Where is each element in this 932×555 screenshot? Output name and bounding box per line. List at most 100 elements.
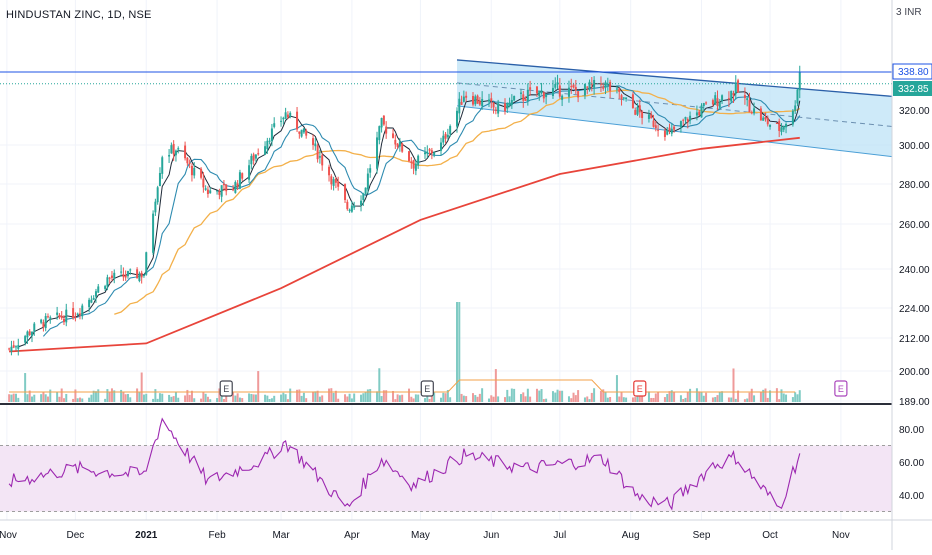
candle-body-171 bbox=[554, 83, 557, 88]
time-label-11: Oct bbox=[762, 530, 778, 541]
volume-bar-213 bbox=[686, 391, 689, 402]
candle-body-205 bbox=[663, 130, 666, 137]
volume-bar-137 bbox=[444, 393, 447, 402]
candle-body-238 bbox=[766, 118, 769, 125]
volume-bar-166 bbox=[538, 390, 541, 402]
descending-channel-fill[interactable] bbox=[457, 59, 892, 157]
chart-grid bbox=[0, 0, 892, 520]
candle-body-104 bbox=[337, 181, 340, 187]
candle-body-126 bbox=[410, 161, 413, 163]
volume-bar-138 bbox=[446, 389, 449, 402]
candle-body-173 bbox=[558, 85, 561, 97]
candle-body-60 bbox=[200, 168, 203, 178]
candle-body-106 bbox=[346, 201, 349, 210]
candle-body-164 bbox=[529, 87, 532, 90]
candle-body-228 bbox=[734, 82, 737, 94]
volume-bar-1 bbox=[10, 394, 13, 402]
candle-body-47 bbox=[156, 187, 159, 203]
volume-bar-244 bbox=[785, 394, 788, 402]
ma-50-line[interactable] bbox=[114, 89, 801, 315]
candle-body-132 bbox=[428, 149, 431, 151]
candle-body-243 bbox=[782, 126, 785, 130]
volume-bar-199 bbox=[641, 393, 644, 402]
candle-body-99 bbox=[321, 155, 324, 166]
candle-body-51 bbox=[170, 145, 173, 154]
candle-body-210 bbox=[679, 121, 682, 128]
prev-price-label: 332.85 bbox=[898, 84, 929, 95]
volume-bar-122 bbox=[396, 394, 399, 402]
candle-body-89 bbox=[289, 112, 292, 117]
volume-bar-207 bbox=[668, 391, 671, 402]
candle-body-192 bbox=[620, 95, 623, 99]
volume-bar-0 bbox=[8, 394, 11, 402]
candle-body-204 bbox=[657, 129, 660, 131]
volume-bar-218 bbox=[702, 395, 705, 402]
candle-body-87 bbox=[284, 112, 287, 119]
channel-upper-line[interactable] bbox=[456, 59, 893, 98]
volume-bar-94 bbox=[305, 398, 308, 402]
volume-bar-8 bbox=[30, 396, 33, 402]
candle-body-121 bbox=[394, 139, 397, 145]
candle-body-42 bbox=[140, 272, 143, 278]
candle-body-134 bbox=[433, 152, 436, 156]
volume-bar-110 bbox=[360, 394, 363, 402]
volume-bar-124 bbox=[401, 394, 404, 402]
volume-bar-53 bbox=[174, 392, 177, 402]
candle-body-125 bbox=[408, 151, 411, 161]
volume-bar-46 bbox=[154, 389, 157, 402]
candle-body-236 bbox=[762, 117, 765, 121]
volume-bar-220 bbox=[711, 397, 714, 402]
ma-200-line[interactable] bbox=[9, 136, 800, 353]
volume-bar-146 bbox=[474, 395, 477, 402]
candle-body-209 bbox=[673, 126, 676, 130]
volume-bar-109 bbox=[353, 393, 356, 402]
candle-body-231 bbox=[746, 98, 749, 101]
candle-body-122 bbox=[396, 143, 399, 147]
candle-body-37 bbox=[124, 275, 127, 278]
ma-10-line[interactable] bbox=[18, 83, 801, 348]
candle-body-162 bbox=[524, 99, 527, 101]
volume-bar-222 bbox=[716, 395, 719, 402]
earnings-marker-2[interactable] bbox=[633, 380, 647, 397]
candle-body-226 bbox=[730, 90, 733, 102]
earnings-marker-1[interactable] bbox=[420, 380, 434, 397]
candle-body-120 bbox=[392, 133, 395, 138]
ma-20-line[interactable] bbox=[42, 85, 801, 337]
candle-body-232 bbox=[748, 100, 751, 113]
candle-body-32 bbox=[108, 277, 111, 279]
currency-badge[interactable]: 3 INR bbox=[896, 7, 922, 18]
candle-body-163 bbox=[526, 89, 529, 102]
candle-body-64 bbox=[209, 190, 212, 194]
earnings-marker-3[interactable] bbox=[834, 380, 848, 397]
volume-bar-184 bbox=[593, 388, 596, 402]
volume-bar-142 bbox=[460, 393, 463, 402]
candle-body-111 bbox=[362, 193, 365, 201]
candle-body-150 bbox=[487, 99, 490, 102]
candle-body-216 bbox=[698, 111, 701, 116]
volume-bar-140 bbox=[456, 302, 459, 402]
time-label-3: Feb bbox=[208, 530, 226, 541]
candle-body-178 bbox=[574, 87, 577, 91]
price-tick-5: 260.00 bbox=[899, 220, 930, 231]
volume-bar-27 bbox=[92, 390, 95, 402]
rsi-line[interactable] bbox=[8, 417, 801, 511]
volume-bar-246 bbox=[794, 392, 797, 402]
candle-body-91 bbox=[298, 131, 301, 134]
candle-body-35 bbox=[120, 271, 123, 273]
volume-bar-215 bbox=[695, 388, 698, 402]
volume-bar-216 bbox=[698, 391, 701, 402]
candle-body-146 bbox=[474, 96, 477, 105]
volume-bar-128 bbox=[414, 394, 417, 402]
earnings-marker-0[interactable] bbox=[219, 380, 233, 397]
volume-bar-97 bbox=[316, 390, 319, 402]
volume-bar-68 bbox=[222, 398, 225, 402]
volume-bar-9 bbox=[33, 394, 36, 402]
candlestick-series[interactable] bbox=[8, 65, 801, 356]
price-tick-8: 212.00 bbox=[899, 334, 930, 345]
rsi-tick-2: 40.00 bbox=[899, 491, 924, 502]
candle-body-223 bbox=[718, 102, 721, 108]
volume-bar-20 bbox=[72, 398, 75, 402]
